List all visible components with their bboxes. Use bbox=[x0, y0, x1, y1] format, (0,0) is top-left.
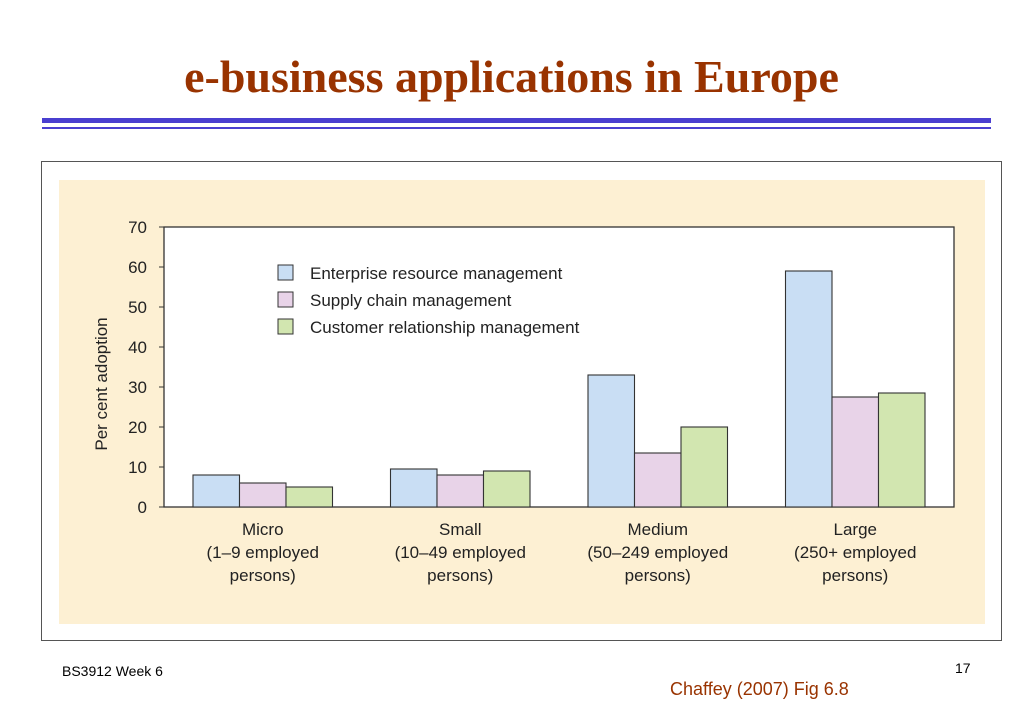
bar bbox=[482, 470, 531, 508]
x-tick-label: Medium bbox=[628, 520, 688, 539]
y-axis-label: Per cent adoption bbox=[92, 317, 111, 450]
y-tick-label: 30 bbox=[128, 378, 147, 397]
x-tick-label: persons) bbox=[230, 566, 296, 585]
y-tick-label: 60 bbox=[128, 258, 147, 277]
x-tick-label: (250+ employed bbox=[794, 543, 916, 562]
bar bbox=[680, 426, 729, 508]
bar bbox=[587, 374, 636, 508]
x-tick-label: Large bbox=[834, 520, 877, 539]
bar bbox=[784, 270, 833, 508]
x-tick-label: persons) bbox=[427, 566, 493, 585]
legend-swatch bbox=[277, 291, 294, 308]
title-underline-thick bbox=[42, 118, 991, 123]
y-tick-label: 40 bbox=[128, 338, 147, 357]
legend-swatch bbox=[277, 318, 294, 335]
bar bbox=[877, 392, 926, 508]
footer-course-label: BS3912 Week 6 bbox=[62, 663, 163, 679]
x-tick-label: (10–49 employed bbox=[395, 543, 526, 562]
bar bbox=[831, 396, 880, 508]
bar bbox=[192, 474, 241, 508]
bar bbox=[238, 482, 287, 508]
bar bbox=[436, 474, 485, 508]
x-tick-label: Small bbox=[439, 520, 482, 539]
y-tick-label: 50 bbox=[128, 298, 147, 317]
bar bbox=[285, 486, 334, 508]
bar bbox=[389, 468, 438, 508]
x-tick-label: (50–249 employed bbox=[587, 543, 728, 562]
legend-label: Enterprise resource management bbox=[310, 264, 563, 283]
legend-label: Customer relationship management bbox=[310, 318, 580, 337]
x-tick-label: Micro bbox=[242, 520, 284, 539]
y-tick-label: 0 bbox=[138, 498, 147, 517]
y-tick-label: 20 bbox=[128, 418, 147, 437]
x-tick-label: (1–9 employed bbox=[207, 543, 319, 562]
y-tick-label: 10 bbox=[128, 458, 147, 477]
title-underline-thin bbox=[42, 127, 991, 129]
page-number: 17 bbox=[955, 660, 971, 676]
legend-label: Supply chain management bbox=[310, 291, 512, 310]
y-tick-label: 70 bbox=[128, 218, 147, 237]
x-tick-label: persons) bbox=[822, 566, 888, 585]
source-caption: Chaffey (2007) Fig 6.8 bbox=[670, 679, 849, 699]
slide-title: e-business applications in Europe bbox=[184, 51, 839, 102]
bar bbox=[633, 452, 682, 508]
legend-swatch bbox=[277, 264, 294, 281]
x-tick-label: persons) bbox=[625, 566, 691, 585]
